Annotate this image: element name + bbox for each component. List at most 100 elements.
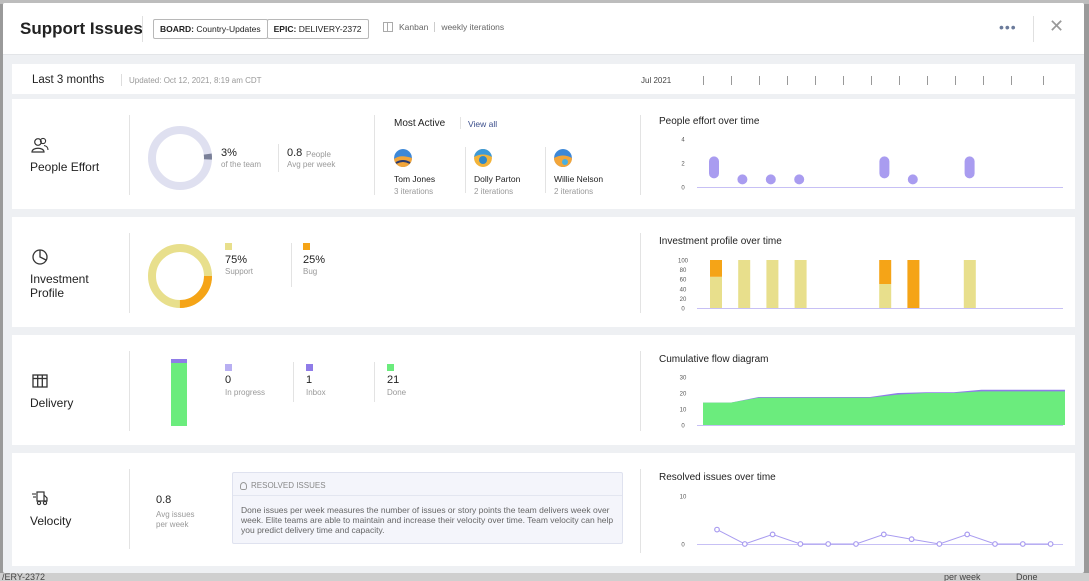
epic-tag[interactable]: EPIC: DELIVERY-2372 — [266, 19, 369, 39]
resolved-point — [1019, 541, 1026, 547]
delivery-section: Delivery 0 In progress 1 Inbox 21 Done C… — [12, 335, 1075, 445]
bug-percent: 25% — [303, 254, 326, 266]
avg-people-unit: People — [306, 150, 331, 159]
bug-bar — [907, 260, 920, 308]
y-tick-label: 0 — [681, 543, 685, 549]
resolved-point — [853, 541, 859, 547]
stat-divider — [293, 362, 294, 402]
info-text: Done issues per week measures the number… — [241, 505, 614, 535]
stat-divider — [278, 144, 279, 172]
investment-donut — [148, 244, 212, 308]
timeline-tick — [955, 76, 956, 85]
stat-divider — [374, 362, 375, 402]
y-tick-label: 30 — [680, 376, 687, 382]
y-tick-label: 4 — [681, 138, 685, 144]
done-label: Done — [387, 388, 407, 397]
section-divider — [640, 115, 641, 195]
resolved-point — [714, 526, 720, 533]
epic-tag-value: DELIVERY-2372 — [298, 24, 362, 34]
support-label: Support — [225, 267, 254, 276]
y-tick-label: 40 — [680, 287, 687, 293]
section-divider — [640, 351, 641, 431]
most-active-divider — [460, 117, 461, 129]
epic-tag-key: EPIC: — [273, 24, 297, 34]
delivery-bar-inbox — [171, 359, 187, 363]
info-divider — [233, 495, 622, 496]
person-name: Tom Jones — [394, 174, 436, 184]
support-legend-swatch — [225, 243, 232, 250]
resolved-point — [992, 541, 998, 547]
person-iterations: 2 iterations — [474, 187, 514, 196]
bug-bar — [710, 260, 722, 277]
investment-chart-title: Investment profile over time — [659, 236, 782, 247]
timeline-tick — [983, 76, 984, 85]
active-person[interactable]: Willie Nelson 2 iterations — [554, 149, 634, 196]
inbox-legend-swatch — [306, 364, 313, 371]
velocity-value-label: Avg issues per week — [156, 510, 195, 530]
active-person[interactable]: Tom Jones 3 iterations — [394, 149, 474, 196]
people-effort-donut — [148, 126, 212, 190]
y-tick-label: 0 — [681, 186, 685, 192]
resolved-point — [769, 531, 776, 538]
y-tick-label: 20 — [680, 392, 687, 398]
velocity-value-label-line1: Avg issues — [156, 510, 195, 519]
effort-point — [765, 174, 776, 185]
section-divider — [640, 233, 641, 313]
inbox-label: Inbox — [306, 388, 326, 397]
support-bar — [710, 276, 722, 308]
resolved-issues-chart: 10 0 — [680, 495, 1063, 549]
header-divider-right — [1033, 16, 1034, 42]
effort-point — [964, 156, 975, 179]
done-count: 21 — [387, 374, 400, 386]
board-type: Kanban weekly iterations — [383, 22, 504, 32]
avatar — [474, 149, 492, 167]
active-person[interactable]: Dolly Parton 2 iterations — [474, 149, 554, 196]
avg-people-label: Avg per week — [287, 160, 336, 169]
y-tick-label: 60 — [680, 278, 687, 284]
iterations-label: weekly iterations — [441, 22, 505, 32]
inbox-count: 1 — [306, 374, 313, 386]
person-divider — [465, 147, 466, 193]
in-progress-count: 0 — [225, 374, 232, 386]
more-options-button[interactable]: ••• — [999, 19, 1017, 35]
y-tick-label: 80 — [680, 268, 687, 274]
section-divider — [129, 351, 130, 431]
board-type-divider — [434, 22, 436, 32]
close-button[interactable]: ✕ — [1049, 16, 1065, 36]
cfd-chart-title: Cumulative flow diagram — [659, 354, 769, 365]
view-all-link[interactable]: View all — [468, 119, 498, 129]
pie-chart-icon — [32, 249, 48, 265]
effort-point — [879, 156, 890, 179]
timeline-tick — [1043, 76, 1044, 85]
backdrop-footer: /ERY-2372 per week Done — [0, 573, 1089, 581]
investment-profile-label-line2: Profile — [30, 286, 65, 300]
resolved-point — [825, 541, 832, 547]
table-grid-icon — [32, 374, 48, 388]
timeline-tick — [871, 76, 872, 85]
timeline-tick — [759, 76, 760, 85]
section-divider — [129, 469, 130, 549]
done-legend-swatch — [387, 364, 394, 371]
resolved-point — [797, 541, 804, 547]
timeline-month-label: Jul 2021 — [641, 76, 672, 85]
effort-point — [737, 174, 748, 185]
board-tag[interactable]: BOARD: Country-Updates — [153, 19, 268, 39]
timebar-divider — [121, 74, 122, 86]
y-tick-label: 100 — [678, 259, 689, 265]
section-divider — [640, 469, 641, 553]
in-progress-label: In progress — [225, 388, 266, 397]
person-iterations: 2 iterations — [554, 187, 594, 196]
timeline-tick — [731, 76, 732, 85]
bug-label: Bug — [303, 267, 318, 276]
cumulative-flow-chart: 30 20 10 0 — [680, 376, 1065, 430]
timeline-tick — [1011, 76, 1012, 85]
time-range-selector[interactable]: Last 3 months — [32, 74, 105, 86]
resolved-point — [741, 541, 748, 547]
resolved-issues-info: RESOLVED ISSUES Done issues per week mea… — [232, 472, 623, 544]
bug-bar — [879, 260, 892, 284]
effort-point — [794, 174, 805, 185]
updated-timestamp: Updated: Oct 12, 2021, 8:19 am CDT — [129, 76, 262, 85]
y-tick-label: 2 — [681, 162, 685, 168]
backdrop-epic-fragment: /ERY-2372 — [2, 573, 46, 581]
kanban-board-icon — [383, 22, 393, 32]
